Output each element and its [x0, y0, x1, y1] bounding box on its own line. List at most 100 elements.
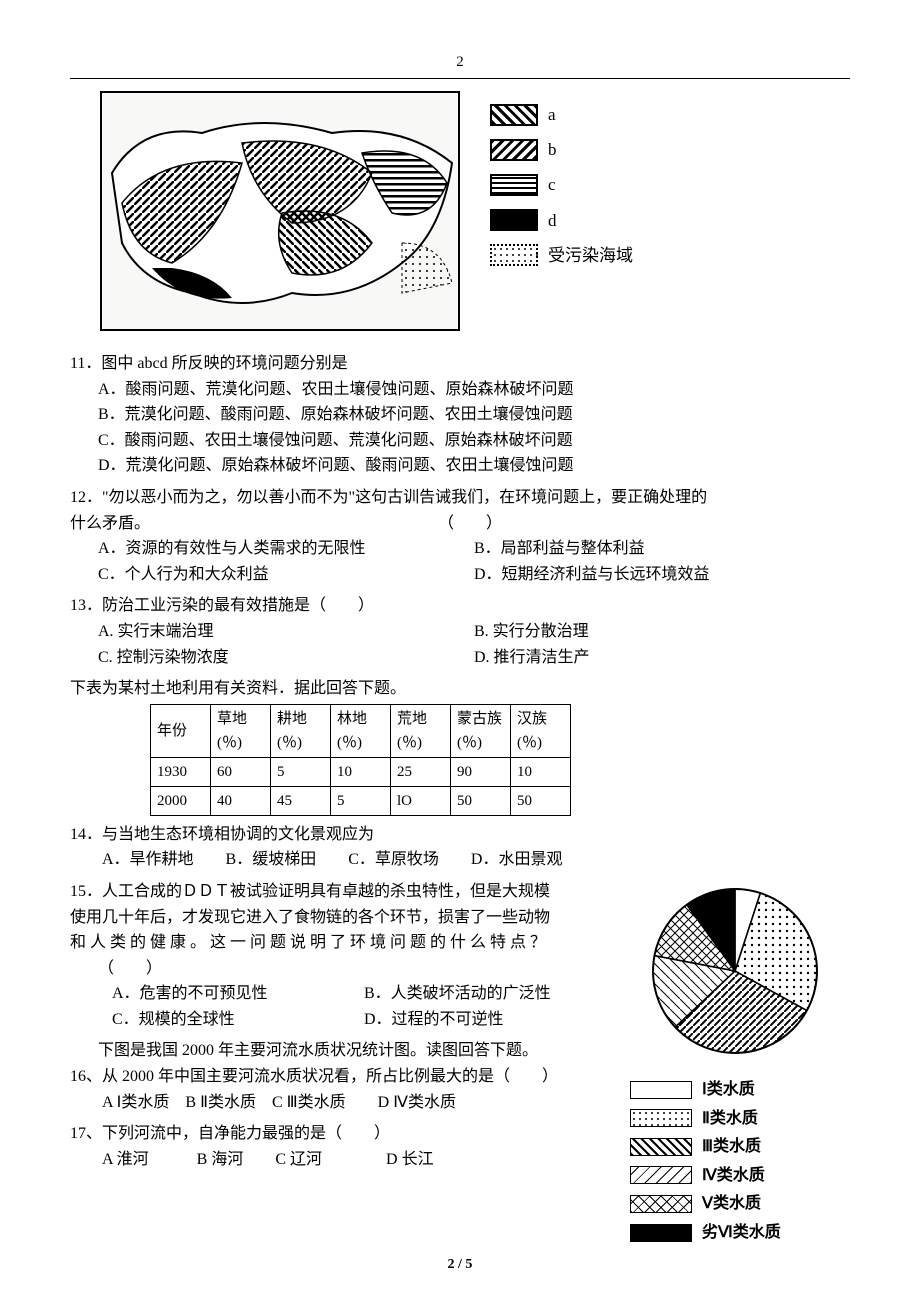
q15-opt-c: C．规模的全球性 [112, 1007, 364, 1033]
q11-options: A．酸雨问题、荒漠化问题、农田土壤侵蚀问题、原始森林破坏问题 B．荒漠化问题、酸… [70, 377, 850, 479]
legend-item-a: a [490, 101, 633, 128]
table-cell: 40 [211, 786, 271, 815]
q14-stem: 14．与当地生态环境相协调的文化景观应为 [70, 822, 850, 848]
pie-legend-label: Ⅴ类水质 [702, 1191, 761, 1217]
q13-opt-b: B. 实行分散治理 [474, 619, 850, 645]
table-cell: lO [391, 786, 451, 815]
pie-legend-label: Ⅰ类水质 [702, 1077, 755, 1103]
table-cell: 50 [511, 786, 571, 815]
pie-legend-swatch [630, 1195, 692, 1213]
pie-legend-swatch [630, 1224, 692, 1242]
table-header-cell: 年份 [151, 704, 211, 757]
question-15: 15．人工合成的ＤＤＴ被试验证明具有卓越的杀虫特性，但是大规模 使用几十年后，才… [70, 879, 616, 1033]
legend-swatch-c [490, 174, 538, 196]
pie-legend-item: Ⅰ类水质 [630, 1077, 850, 1103]
legend-item-polluted: 受污染海域 [490, 242, 633, 269]
q13-opt-c: C. 控制污染物浓度 [98, 645, 474, 671]
map-svg [102, 93, 460, 331]
question-17: 17、下列河流中，自净能力最强的是（ ） A 淮河 B 海河 C 辽河 D 长江 [70, 1121, 616, 1172]
q17-options: A 淮河 B 海河 C 辽河 D 长江 [70, 1147, 616, 1173]
question-11: 11．图中 abcd 所反映的环境问题分别是 A．酸雨问题、荒漠化问题、农田土壤… [70, 351, 850, 479]
header-rule [70, 78, 850, 79]
legend-label-d: d [548, 207, 557, 234]
q12-stem-b: 什么矛盾。 （ ） [70, 511, 850, 537]
table-header-cell: 蒙古族(％) [451, 704, 511, 757]
legend-item-c: c [490, 171, 633, 198]
table-cell: 5 [331, 786, 391, 815]
table-cell: 25 [391, 757, 451, 786]
legend-swatch-d [490, 209, 538, 231]
map-figure [100, 91, 460, 331]
q15-l3: 和人类的健康。这一问题说明了环境问题的什么特点？ [70, 930, 616, 956]
table-cell: 50 [451, 786, 511, 815]
legend-item-b: b [490, 136, 633, 163]
q15-opt-a: A．危害的不可预见性 [112, 981, 364, 1007]
pie-legend-swatch [630, 1138, 692, 1156]
q16-options: A Ⅰ类水质 B Ⅱ类水质 C Ⅲ类水质 D Ⅳ类水质 [70, 1090, 616, 1116]
question-13: 13．防治工业污染的最有效措施是（ ） A. 实行末端治理 B. 实行分散治理 … [70, 593, 850, 670]
q17-stem: 17、下列河流中，自净能力最强的是（ ） [70, 1121, 616, 1147]
q12-opt-a: A．资源的有效性与人类需求的无限性 [98, 536, 474, 562]
chart-intro: 下图是我国 2000 年主要河流水质状况统计图。读图回答下题。 [70, 1038, 616, 1064]
page-footer: 2 / 5 [0, 1254, 920, 1276]
q13-options: A. 实行末端治理 B. 实行分散治理 C. 控制污染物浓度 D. 推行清洁生产 [70, 619, 850, 670]
table-cell: 90 [451, 757, 511, 786]
pie-legend-label: 劣Ⅵ类水质 [702, 1220, 781, 1246]
pie-legend-swatch [630, 1109, 692, 1127]
land-use-table: 年份草地(％)耕地(％)林地(％)荒地(％)蒙古族(％)汉族(％)1930605… [150, 704, 571, 816]
pie-legend-item: Ⅳ类水质 [630, 1163, 850, 1189]
table-cell: 2000 [151, 786, 211, 815]
pie-legend-item: Ⅲ类水质 [630, 1134, 850, 1160]
figure-1-legend: a b c d 受污染海域 [490, 91, 633, 331]
q12-opt-c: C．个人行为和大众利益 [98, 562, 474, 588]
table-cell: 1930 [151, 757, 211, 786]
q12-options: A．资源的有效性与人类需求的无限性 B．局部利益与整体利益 C．个人行为和大众利… [70, 536, 850, 587]
figure-1-row: a b c d 受污染海域 [100, 91, 850, 331]
legend-swatch-b [490, 139, 538, 161]
q16-stem: 16、从 2000 年中国主要河流水质状况看，所占比例最大的是（ ） [70, 1064, 616, 1090]
page-number-top: 2 [70, 50, 850, 74]
lower-block: 15．人工合成的ＤＤＴ被试验证明具有卓越的杀虫特性，但是大规模 使用几十年后，才… [70, 879, 850, 1249]
q15-blank: （ ） [70, 956, 616, 982]
legend-label-b: b [548, 136, 557, 163]
question-14: 14．与当地生态环境相协调的文化景观应为 A．旱作耕地 B．缓坡梯田 C．草原牧… [70, 822, 850, 873]
table-header-cell: 耕地(％) [271, 704, 331, 757]
pie-legend-item: Ⅴ类水质 [630, 1191, 850, 1217]
question-12: 12．"勿以恶小而为之，勿以善小而不为"这句古训告诫我们，在环境问题上，要正确处… [70, 485, 850, 587]
q13-opt-a: A. 实行末端治理 [98, 619, 474, 645]
q15-opt-b: B．人类破坏活动的广泛性 [364, 981, 616, 1007]
table-header-cell: 草地(％) [211, 704, 271, 757]
pie-legend-item: 劣Ⅵ类水质 [630, 1220, 850, 1246]
pie-svg [630, 879, 840, 1069]
q11-opt-d: D．荒漠化问题、原始森林破坏问题、酸雨问题、农田土壤侵蚀问题 [98, 453, 850, 479]
table-header-cell: 荒地(％) [391, 704, 451, 757]
q14-options: A．旱作耕地 B．缓坡梯田 C．草原牧场 D．水田景观 [70, 847, 850, 873]
table-cell: 5 [271, 757, 331, 786]
table-cell: 10 [511, 757, 571, 786]
q11-opt-c: C．酸雨问题、农田土壤侵蚀问题、荒漠化问题、原始森林破坏问题 [98, 428, 850, 454]
pie-legend-label: Ⅱ类水质 [702, 1106, 758, 1132]
q13-stem: 13．防治工业污染的最有效措施是（ ） [70, 593, 850, 619]
table-cell: 45 [271, 786, 331, 815]
pie-legend-swatch [630, 1081, 692, 1099]
pie-legend-item: Ⅱ类水质 [630, 1106, 850, 1132]
pie-legend-label: Ⅲ类水质 [702, 1134, 761, 1160]
q15-opt-d: D．过程的不可逆性 [364, 1007, 616, 1033]
legend-label-a: a [548, 101, 556, 128]
legend-label-c: c [548, 171, 556, 198]
legend-swatch-a [490, 104, 538, 126]
legend-item-d: d [490, 207, 633, 234]
table-cell: 10 [331, 757, 391, 786]
pie-legend-label: Ⅳ类水质 [702, 1163, 765, 1189]
q11-stem: 11．图中 abcd 所反映的环境问题分别是 [70, 351, 850, 377]
q15-l2: 使用几十年后，才发现它进入了食物链的各个环节，损害了一些动物 [70, 905, 616, 931]
q11-opt-b: B．荒漠化问题、酸雨问题、原始森林破坏问题、农田土壤侵蚀问题 [98, 402, 850, 428]
q15-l1: 15．人工合成的ＤＤＴ被试验证明具有卓越的杀虫特性，但是大规模 [70, 879, 616, 905]
q13-opt-d: D. 推行清洁生产 [474, 645, 850, 671]
q12-opt-d: D．短期经济利益与长远环境效益 [474, 562, 850, 588]
q15-options: A．危害的不可预见性 B．人类破坏活动的广泛性 C．规模的全球性 D．过程的不可… [70, 981, 616, 1032]
legend-label-polluted: 受污染海域 [548, 242, 633, 269]
legend-swatch-polluted [490, 244, 538, 266]
pie-chart [630, 879, 840, 1069]
table-header-cell: 汉族(％) [511, 704, 571, 757]
